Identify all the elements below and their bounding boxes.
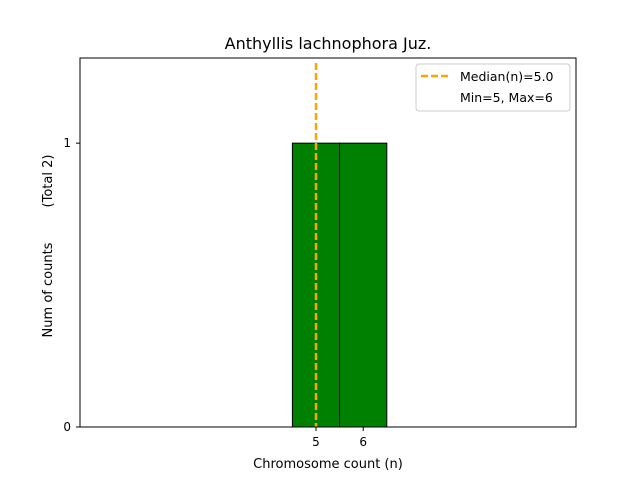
x-tick-label: 5: [312, 435, 320, 449]
y-axis-label: Num of counts: [41, 242, 56, 337]
legend-box: [415, 63, 571, 112]
bar-6: [339, 142, 388, 428]
legend-median-label: Median(n)=5.0: [460, 69, 554, 84]
chart-title: Anthyllis lachnophora Juz.: [225, 34, 432, 53]
legend: Median(n)=5.0 Min=5, Max=6: [415, 63, 571, 112]
y-tick-label: 0: [63, 420, 71, 434]
x-tick-label: 6: [359, 435, 367, 449]
x-axis-label: Chromosome count (n): [253, 457, 403, 472]
y-tick-label: 1: [63, 136, 71, 150]
y-axis-total-label: (Total 2): [41, 155, 56, 208]
plot-frame: [79, 57, 577, 428]
legend-min-max-label: Min=5, Max=6: [460, 90, 553, 105]
y-ticks: 01: [63, 136, 80, 434]
